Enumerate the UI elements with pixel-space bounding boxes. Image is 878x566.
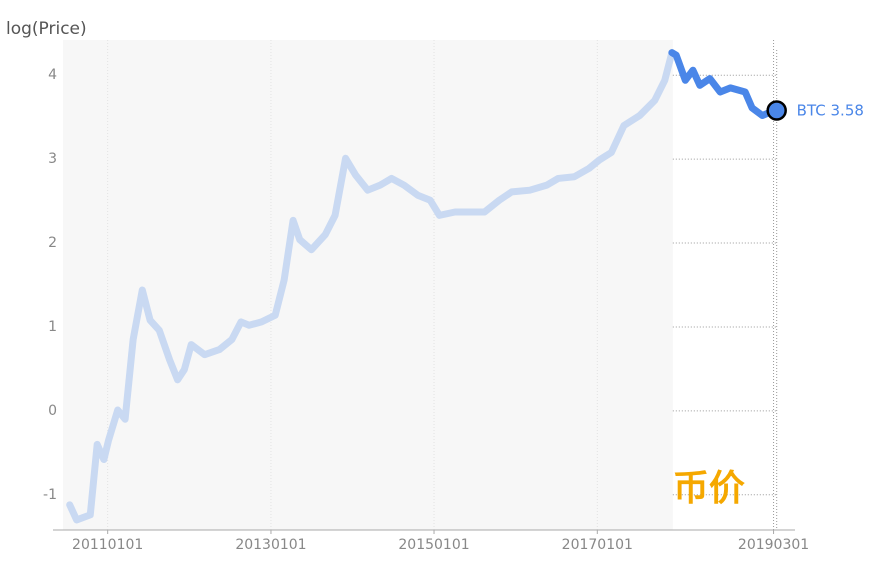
x-tick-label: 20110101	[72, 537, 143, 553]
y-tick-label: 1	[48, 319, 57, 335]
y-tick-label: 2	[48, 235, 57, 251]
end-label: BTC 3.58	[797, 101, 864, 119]
x-tick-label: 20170101	[562, 537, 633, 553]
x-tick-label: 20130101	[235, 537, 306, 553]
end-point	[766, 100, 787, 121]
x-tick-label: 20150101	[398, 537, 469, 553]
recent-line	[668, 49, 781, 120]
history-background	[63, 40, 673, 530]
annotation: 币价	[673, 468, 745, 509]
y-tick-label: 3	[48, 151, 57, 167]
x-tick-label: 20190301	[738, 537, 809, 553]
history-line	[66, 49, 676, 524]
end-value: 3.58	[831, 101, 864, 119]
y-tick-label: -1	[43, 487, 57, 503]
y-tick-label: 0	[48, 403, 57, 419]
y-tick-label: 4	[48, 67, 57, 83]
series-name: BTC	[797, 101, 826, 119]
y-axis-label: log(Price)	[6, 19, 87, 39]
